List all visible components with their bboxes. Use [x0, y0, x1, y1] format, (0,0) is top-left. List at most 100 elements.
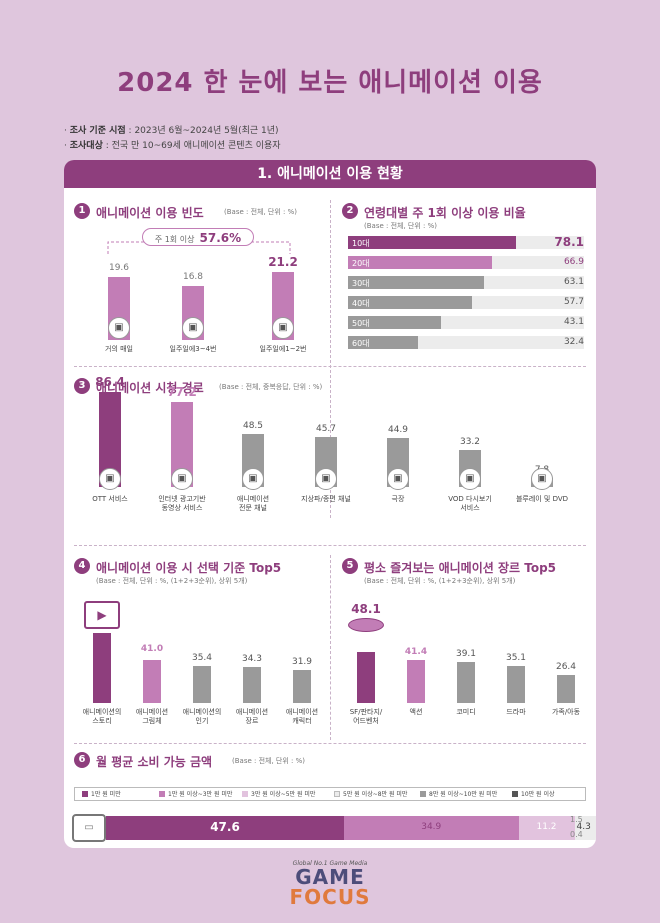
spending-value: 0.4	[570, 830, 583, 839]
age-bar	[348, 256, 492, 269]
genre-bar	[507, 666, 525, 703]
survey-target: · 조사대상 : 전국 만 10~69세 애니메이션 콘텐츠 이용자	[64, 141, 281, 151]
legend-label: 8만 원 이상~10만 원 미만	[429, 791, 498, 798]
age-label: 20대	[352, 259, 370, 268]
route-label: 극장	[391, 495, 405, 503]
route-label: OTT 서비스	[92, 495, 128, 503]
panel-base: (Base : 전체, 단위 : %, (1+2+3순위), 상위 5개)	[364, 577, 516, 585]
spending-value: 4.3	[576, 822, 591, 832]
panel-title: 월 평균 소비 가능 금액	[96, 755, 213, 769]
criteria-value: 35.4	[191, 652, 213, 663]
route-value: 33.2	[459, 437, 481, 448]
divider	[330, 200, 331, 518]
spending-bar	[574, 816, 596, 840]
frequency-label: 거의 매일	[105, 345, 133, 353]
genre-label: 액션	[409, 708, 423, 716]
section-title: 1. 애니메이션 이용 현황	[64, 160, 596, 188]
weekly-usage-badge: 주 1회 이상 57.6%	[142, 228, 254, 246]
route-value: 77.2	[167, 385, 197, 400]
panel-title: 평소 즐겨보는 애니메이션 장르 Top5	[364, 561, 557, 575]
route-value: 48.5	[242, 420, 264, 431]
spending-bar	[106, 816, 344, 840]
age-value: 32.4	[563, 337, 584, 347]
page-title: 2024 한 눈에 보는 애니메이션 이용	[117, 68, 543, 98]
genre-label: SF/판타지/ 어드벤처	[349, 708, 383, 725]
spending-bar	[518, 816, 575, 840]
age-bar	[348, 276, 484, 289]
panel-base: (Base : 전체, 단위 : %)	[232, 757, 305, 765]
legend-label: 1만 원 이상~3만 원 미만	[168, 791, 233, 798]
criteria-label: 애니메이션 캐릭터	[285, 708, 319, 725]
legend-label: 5만 원 이상~8만 원 미만	[343, 791, 408, 798]
cloud-icon: ▣	[99, 468, 121, 490]
genre-value: 48.1	[351, 602, 381, 617]
route-bar	[99, 391, 121, 487]
tv-icon: ▣	[182, 317, 204, 339]
survey-period: · 조사 기준 시점 : 2023년 6월~2024년 5월(최근 1년)	[64, 126, 279, 136]
legend-swatch	[420, 791, 426, 797]
panel-base: (Base : 전체, 중복응답, 단위 : %)	[219, 383, 323, 391]
genre-bar	[457, 661, 475, 703]
tv-icon: ▣	[531, 468, 553, 490]
tv-icon: ▣	[272, 317, 294, 339]
tv-icon: ▣	[242, 468, 264, 490]
frequency-label: 일주일에3~4번	[169, 345, 217, 353]
tv-icon: ▣	[108, 317, 130, 339]
criteria-bar	[243, 666, 261, 703]
divider	[330, 555, 331, 740]
age-label: 40대	[352, 299, 370, 308]
criteria-label: 애니메이션의 스토리	[82, 708, 122, 725]
age-value: 63.1	[563, 277, 584, 287]
criteria-bar	[193, 665, 211, 703]
criteria-bar	[93, 632, 111, 703]
age-value: 66.9	[563, 257, 584, 267]
genre-label: 가족/아동	[551, 708, 581, 716]
age-bar	[348, 296, 473, 309]
criteria-value: 34.3	[241, 653, 263, 664]
legend	[74, 787, 586, 801]
content-card: 1. 애니메이션 이용 현황 1 애니메이션 이용 빈도 (Base : 전체,…	[64, 160, 596, 848]
tv-icon: ▣	[459, 468, 481, 490]
route-label: 블루레이 및 DVD	[515, 495, 569, 503]
logo: Global No.1 Game Media GAME FOCUS	[289, 860, 371, 909]
age-value: 78.1	[554, 235, 584, 249]
spending-value: 47.6	[210, 820, 240, 834]
panel-number: 1	[74, 203, 90, 219]
spending-value: 1.5	[570, 815, 583, 824]
age-label: 50대	[352, 319, 370, 328]
legend-swatch	[512, 791, 518, 797]
spending-value: 11.2	[536, 822, 557, 832]
route-value: 45.7	[315, 423, 337, 434]
age-label: 60대	[352, 339, 370, 348]
criteria-label: 애니메이션 그림체	[135, 708, 169, 725]
book-icon: ▶	[84, 600, 120, 629]
panel-base: (Base : 전체, 단위 : %)	[224, 208, 297, 216]
panel-title: 애니메이션 이용 빈도	[96, 206, 204, 220]
frequency-value: 21.2	[268, 255, 298, 270]
genre-value: 41.4	[404, 646, 428, 657]
genre-value: 39.1	[455, 648, 477, 659]
frequency-label: 일주일에1~2번	[259, 345, 307, 353]
route-label: 인터넷 광고기반 동영상 서비스	[158, 495, 206, 512]
age-value: 43.1	[563, 317, 584, 327]
age-label: 10대	[352, 239, 370, 248]
route-value: 44.9	[387, 424, 409, 435]
age-bar	[348, 236, 516, 249]
criteria-label: 애니메이션의 인기	[182, 708, 222, 725]
genre-label: 코미디	[456, 708, 476, 716]
route-bar	[171, 402, 193, 487]
wallet-icon: ▭	[72, 814, 106, 842]
ufo-icon	[348, 618, 384, 633]
age-bar	[348, 336, 418, 349]
tv-icon: ▣	[387, 468, 409, 490]
panel-number: 3	[74, 378, 90, 394]
criteria-label: 애니메이션 장르	[235, 708, 269, 725]
tv-icon: ▣	[315, 468, 337, 490]
genre-bar	[407, 659, 425, 703]
route-label: VOD 다시보기 서비스	[448, 495, 492, 512]
divider	[74, 545, 586, 546]
genre-label: 드라마	[506, 708, 526, 716]
panel-number: 6	[74, 752, 90, 768]
legend-label: 3만 원 이상~5만 원 미만	[251, 791, 316, 798]
criteria-bar	[293, 669, 311, 703]
